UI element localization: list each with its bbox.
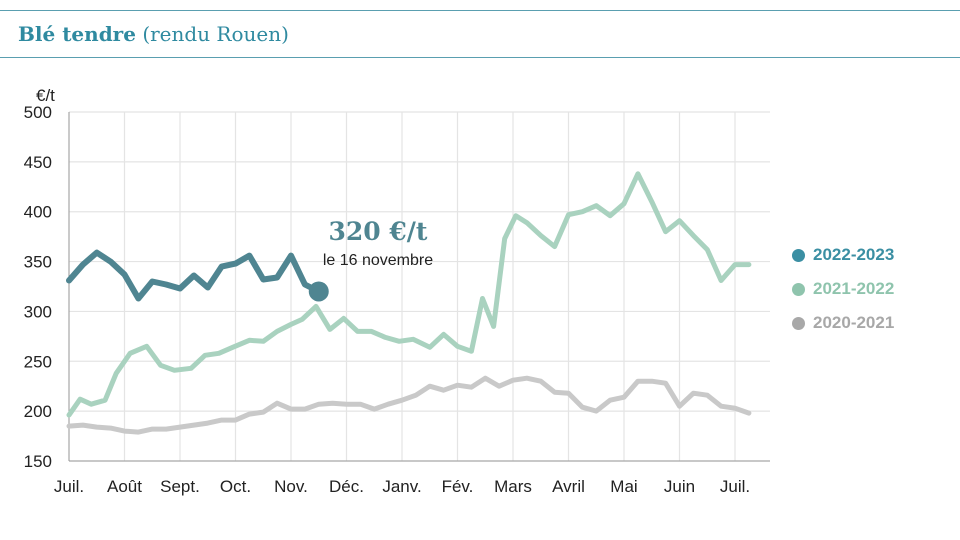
legend-dot-2021-2022 bbox=[792, 282, 805, 296]
title-rule bbox=[0, 57, 960, 58]
legend-item-2021-2022: 2021-2022 bbox=[792, 272, 894, 306]
x-tick-label: Mars bbox=[494, 477, 532, 496]
title-sub: (rendu Rouen) bbox=[142, 22, 289, 46]
legend-label-2022-2023: 2022-2023 bbox=[813, 245, 895, 264]
x-tick-label: Août bbox=[107, 477, 142, 496]
series-line-2021-2022 bbox=[66, 171, 752, 418]
x-tick-label: Juil. bbox=[54, 477, 84, 496]
series-group bbox=[66, 171, 752, 435]
x-tick-label: Déc. bbox=[329, 477, 364, 496]
legend-item-2022-2023: 2022-2023 bbox=[792, 238, 894, 272]
x-tick-label: Sept. bbox=[160, 477, 200, 496]
y-tick-label: 250 bbox=[24, 352, 52, 371]
annotation: 320 €/t le 16 novembre bbox=[308, 217, 433, 302]
y-axis-unit: €/t bbox=[36, 86, 55, 105]
legend-dot-2022-2023 bbox=[792, 248, 805, 262]
x-tick-label: Janv. bbox=[382, 477, 421, 496]
axes: 150 200 250 300 350 400 450 500€/t Juil. Août Sept… bbox=[24, 86, 770, 496]
legend-label-2021-2022: 2021-2022 bbox=[813, 279, 895, 298]
legend-label-2020-2021: 2020-2021 bbox=[813, 313, 895, 332]
y-tick-label: 150 bbox=[24, 452, 52, 471]
legend-item-2020-2021: 2020-2021 bbox=[792, 306, 894, 340]
y-tick-label: 400 bbox=[24, 203, 52, 222]
y-tick-label: 350 bbox=[24, 253, 52, 272]
chart-title: Blé tendre (rendu Rouen) bbox=[18, 22, 289, 46]
annotation-value: 320 €/t bbox=[329, 217, 428, 246]
y-tick-label: 200 bbox=[24, 402, 52, 421]
top-rule bbox=[0, 10, 960, 11]
y-tick-label: 450 bbox=[24, 153, 52, 172]
y-tick-label: 300 bbox=[24, 302, 52, 321]
y-tick-label: 500 bbox=[24, 103, 52, 122]
annotation-point bbox=[308, 281, 329, 302]
annotation-date: le 16 novembre bbox=[323, 252, 433, 269]
x-tick-label: Juin bbox=[664, 477, 695, 496]
x-tick-label: Avril bbox=[552, 477, 585, 496]
legend-dot-2020-2021 bbox=[792, 316, 805, 330]
x-tick-label: Fév. bbox=[442, 477, 474, 496]
x-tick-label: Oct. bbox=[220, 477, 251, 496]
series-line-2020-2021 bbox=[66, 375, 752, 435]
x-tick-label: Mai bbox=[610, 477, 637, 496]
x-tick-label: Juil. bbox=[720, 477, 750, 496]
series-line-2022-2023 bbox=[66, 249, 322, 302]
x-tick-label: Nov. bbox=[274, 477, 308, 496]
legend: 2022-2023 2021-2022 2020-2021 bbox=[792, 238, 894, 340]
title-main: Blé tendre bbox=[18, 22, 136, 46]
